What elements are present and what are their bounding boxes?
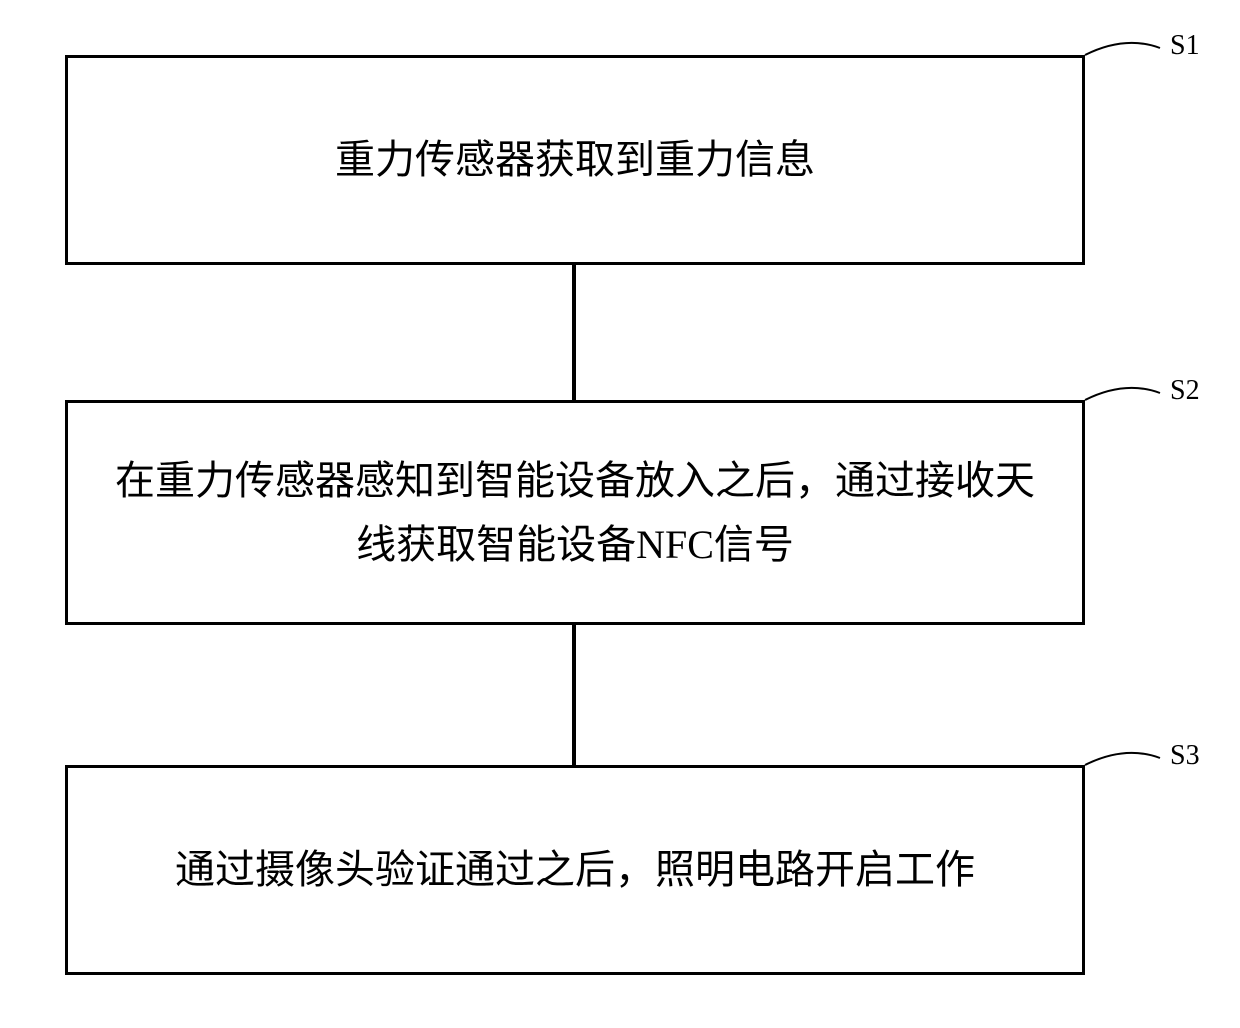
leader-line-s3 (1085, 740, 1175, 780)
flowchart-container: 重力传感器获取到重力信息 S1 在重力传感器感知到智能设备放入之后，通过接收天线… (0, 0, 1240, 1028)
label-s1-text: S1 (1170, 30, 1200, 61)
node-s3: 通过摄像头验证通过之后，照明电路开启工作 (65, 765, 1085, 975)
node-s2-text: 在重力传感器感知到智能设备放入之后，通过接收天线获取智能设备NFC信号 (98, 449, 1052, 577)
node-s3-text: 通过摄像头验证通过之后，照明电路开启工作 (175, 840, 975, 900)
label-s2: S2 (1170, 375, 1200, 407)
node-s1-text: 重力传感器获取到重力信息 (335, 130, 815, 190)
edge-s1-s2 (572, 265, 576, 400)
label-s3: S3 (1170, 740, 1200, 772)
node-s2: 在重力传感器感知到智能设备放入之后，通过接收天线获取智能设备NFC信号 (65, 400, 1085, 625)
label-s3-text: S3 (1170, 740, 1200, 771)
label-s2-text: S2 (1170, 375, 1200, 406)
leader-line-s2 (1085, 375, 1175, 415)
leader-line-s1 (1085, 30, 1175, 70)
node-s1: 重力传感器获取到重力信息 (65, 55, 1085, 265)
edge-s2-s3 (572, 625, 576, 765)
label-s1: S1 (1170, 30, 1200, 62)
